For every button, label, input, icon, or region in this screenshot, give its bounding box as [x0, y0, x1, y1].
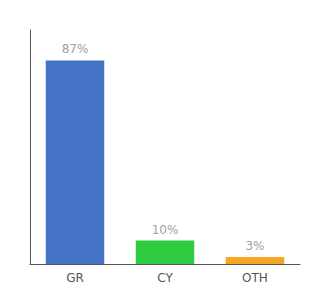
svg-text:CY: CY	[157, 271, 173, 285]
svg-text:GR: GR	[66, 271, 84, 285]
svg-text:OTH: OTH	[242, 271, 268, 285]
svg-text:3%: 3%	[245, 239, 264, 253]
svg-text:87%: 87%	[62, 42, 89, 56]
svg-text:10%: 10%	[152, 223, 179, 237]
